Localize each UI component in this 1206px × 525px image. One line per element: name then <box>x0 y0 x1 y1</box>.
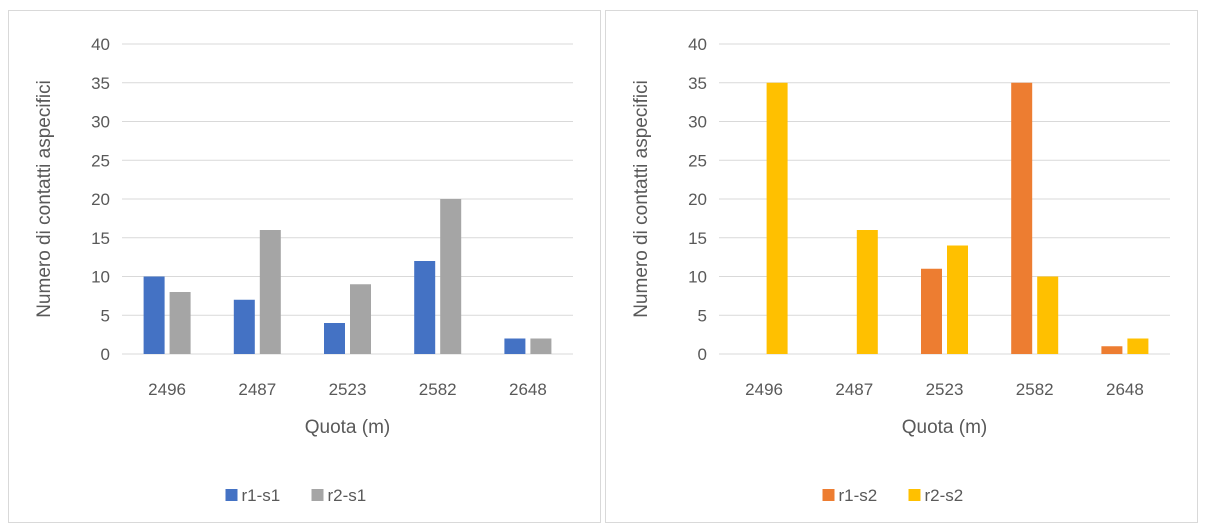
x-tick-label: 2487 <box>835 380 873 399</box>
y-tick-label: 10 <box>91 268 110 287</box>
bar <box>1037 276 1059 354</box>
legend-swatch <box>908 489 921 501</box>
legend-item: r2-s2 <box>908 486 964 505</box>
legend-swatch <box>822 489 835 501</box>
legend-label: r2-s1 <box>328 486 367 505</box>
y-tick-label: 40 <box>91 35 110 54</box>
y-tick-label: 25 <box>688 151 707 170</box>
bar <box>350 284 371 354</box>
bar <box>324 323 345 354</box>
x-tick-label: 2523 <box>926 380 964 399</box>
bar <box>440 199 462 354</box>
x-tick-label: 2496 <box>745 380 783 399</box>
y-tick-label: 40 <box>688 35 707 54</box>
bar-chart-s2: 0 5 10 15 20 25 30 35 40 2496 2487 2523 2582 2648 Quot… <box>631 35 1170 505</box>
bars <box>143 199 552 354</box>
chart-panel-s2: 0 5 10 15 20 25 30 35 40 2496 2487 2523 2582 2648 Quot… <box>605 10 1198 523</box>
bar <box>1127 338 1149 354</box>
bar <box>530 338 552 354</box>
x-tick-label: 2648 <box>509 380 547 399</box>
gridlines <box>719 43 1170 355</box>
x-tick-label: 2582 <box>1016 380 1054 399</box>
y-axis-title: Numero di contatti aspecifici <box>34 80 55 318</box>
bar <box>169 292 191 354</box>
y-tick-label: 30 <box>91 113 110 132</box>
bar <box>504 338 526 354</box>
x-tick-label: 2487 <box>238 380 276 399</box>
gridlines <box>122 43 573 355</box>
bars <box>766 82 1149 354</box>
x-tick-label: 2496 <box>148 380 186 399</box>
x-tick-label: 2523 <box>329 380 367 399</box>
bar <box>1101 346 1123 354</box>
chart-panel-s1: 0 5 10 15 20 25 30 35 40 2496 2487 2523 2582 2648 Quot… <box>8 10 601 523</box>
bar <box>143 276 165 354</box>
series-r1-s2 <box>921 82 1123 354</box>
legend-label: r1-s2 <box>839 486 878 505</box>
legend: r1-s2 r2-s2 <box>822 486 964 505</box>
y-tick-label: 5 <box>698 306 707 325</box>
legend-item: r2-s1 <box>311 486 367 505</box>
y-tick-label: 15 <box>688 229 707 248</box>
y-tick-labels: 0 5 10 15 20 25 30 35 40 <box>91 35 110 364</box>
bar-chart-s1: 0 5 10 15 20 25 30 35 40 2496 2487 2523 2582 2648 Quot… <box>34 35 573 505</box>
x-tick-label: 2582 <box>419 380 457 399</box>
series-r2-s1 <box>169 199 552 354</box>
y-tick-label: 30 <box>688 113 707 132</box>
y-tick-labels: 0 5 10 15 20 25 30 35 40 <box>688 35 707 364</box>
bar <box>921 268 942 354</box>
legend-item: r1-s1 <box>225 486 281 505</box>
y-tick-label: 0 <box>101 345 110 364</box>
y-tick-label: 35 <box>91 74 110 93</box>
y-tick-label: 0 <box>698 345 707 364</box>
legend-swatch <box>225 489 238 501</box>
y-tick-label: 20 <box>688 190 707 209</box>
bar <box>856 230 878 354</box>
legend: r1-s1 r2-s1 <box>225 486 367 505</box>
y-tick-label: 25 <box>91 151 110 170</box>
legend-label: r1-s1 <box>242 486 281 505</box>
legend-swatch <box>311 489 324 501</box>
y-tick-label: 15 <box>91 229 110 248</box>
bar <box>1011 82 1033 354</box>
x-axis-title: Quota (m) <box>305 417 391 438</box>
y-axis-title: Numero di contatti aspecifici <box>631 80 652 318</box>
y-tick-label: 10 <box>688 268 707 287</box>
x-tick-labels: 2496 2487 2523 2582 2648 <box>148 380 547 399</box>
legend-item: r1-s2 <box>822 486 878 505</box>
legend-label: r2-s2 <box>925 486 964 505</box>
bar <box>766 82 788 354</box>
bar <box>414 261 436 354</box>
x-axis-title: Quota (m) <box>902 417 988 438</box>
x-tick-labels: 2496 2487 2523 2582 2648 <box>745 380 1144 399</box>
series-r2-s2 <box>766 82 1149 354</box>
y-tick-label: 35 <box>688 74 707 93</box>
bar <box>259 230 281 354</box>
bar <box>947 245 968 354</box>
series-r1-s1 <box>143 261 526 354</box>
y-tick-label: 20 <box>91 190 110 209</box>
bar <box>233 299 255 354</box>
x-tick-label: 2648 <box>1106 380 1144 399</box>
y-tick-label: 5 <box>101 306 110 325</box>
